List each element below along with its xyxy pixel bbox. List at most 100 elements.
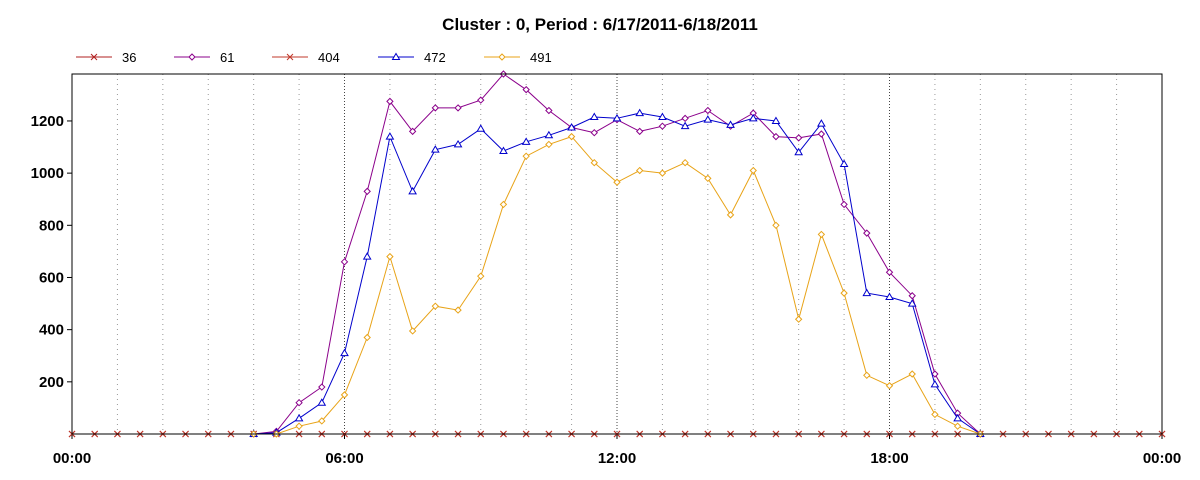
data-point [863, 229, 871, 237]
data-point [885, 292, 894, 301]
legend-label: 36 [122, 50, 136, 65]
legend-item: 491 [484, 50, 552, 65]
data-point [408, 186, 417, 195]
data-point [340, 391, 349, 399]
data-point [817, 119, 826, 127]
grid [116, 74, 1118, 434]
data-point [771, 116, 781, 124]
data-point [544, 130, 554, 139]
chart-title: Cluster : 0, Period : 6/17/2011-6/18/201… [442, 15, 758, 34]
data-point [590, 128, 598, 137]
data-point [522, 152, 530, 160]
data-point [477, 272, 485, 280]
data-point [680, 121, 690, 130]
data-point [863, 371, 871, 380]
data-point [885, 382, 894, 390]
data-point [840, 289, 848, 297]
x-tick-label: 12:00 [598, 450, 636, 467]
data-point [362, 252, 372, 260]
data-point [499, 200, 508, 209]
data-point [430, 145, 440, 153]
data-point [295, 422, 303, 430]
legend-item: 404 [272, 50, 340, 65]
data-point [772, 132, 780, 141]
data-point [589, 112, 599, 121]
data-point [363, 187, 371, 196]
data-point [476, 124, 486, 132]
data-point [931, 410, 939, 419]
data-point [931, 370, 939, 378]
y-tick-label: 1000 [31, 165, 64, 182]
legend-item: 472 [378, 50, 446, 65]
data-point [431, 302, 440, 310]
data-point [453, 139, 463, 148]
legend-item: 61 [174, 50, 234, 65]
data-point [294, 413, 304, 422]
legend-label: 404 [318, 50, 340, 65]
legend-marker [498, 53, 506, 61]
data-point [454, 104, 462, 112]
data-point [817, 130, 826, 138]
data-point [477, 96, 485, 104]
x-tick-label: 00:00 [1143, 450, 1181, 467]
data-point [953, 413, 962, 422]
x-axis: 00:00 06:00 12:00 18:00 00:00 [53, 434, 1181, 467]
data-point [340, 348, 349, 357]
data-point [726, 120, 735, 128]
data-point [386, 97, 394, 106]
data-point [658, 122, 667, 130]
y-tick-label: 400 [39, 322, 64, 339]
legend-marker [286, 53, 294, 61]
data-point [340, 258, 349, 266]
data-point [794, 147, 804, 156]
data-point [408, 127, 417, 136]
data-point [908, 292, 916, 300]
data-point [408, 327, 417, 335]
data-point [658, 112, 667, 121]
data-point [953, 422, 962, 430]
data-point [794, 315, 803, 323]
x-tick-label: 06:00 [325, 450, 363, 467]
series-491 [249, 132, 985, 438]
data-point [772, 221, 780, 230]
data-point [839, 159, 849, 167]
data-point [681, 114, 689, 123]
data-point [318, 383, 326, 391]
data-point [748, 113, 758, 122]
data-point [635, 108, 645, 117]
x-tick-label: 00:00 [53, 450, 91, 467]
data-point [545, 140, 553, 149]
data-point [862, 288, 872, 297]
series-472 [249, 108, 985, 437]
data-point [726, 211, 735, 219]
data-point [613, 178, 621, 186]
data-point [908, 370, 916, 378]
data-point [681, 158, 689, 167]
y-tick-label: 200 [39, 374, 64, 391]
data-point [454, 306, 462, 314]
data-point [907, 299, 917, 307]
data-point [385, 132, 395, 140]
data-point [636, 166, 644, 175]
legend: 36 61 404 472 491 [76, 50, 552, 65]
data-point [386, 252, 394, 261]
data-point [817, 230, 826, 239]
data-point [521, 137, 531, 145]
data-point [703, 115, 713, 123]
legend-label: 472 [424, 50, 446, 65]
data-point [658, 169, 667, 177]
legend-item: 36 [76, 50, 136, 65]
data-point [295, 398, 303, 407]
data-point [499, 146, 508, 154]
data-point [749, 166, 757, 175]
data-point [363, 333, 371, 342]
data-point [318, 417, 326, 425]
x-tick-label: 18:00 [870, 450, 908, 467]
plot-frame [71, 73, 1163, 435]
data-point [704, 106, 712, 115]
legend-marker [90, 53, 98, 61]
data-point [567, 132, 576, 141]
data-point [930, 379, 940, 388]
y-tick-label: 1200 [31, 113, 64, 130]
